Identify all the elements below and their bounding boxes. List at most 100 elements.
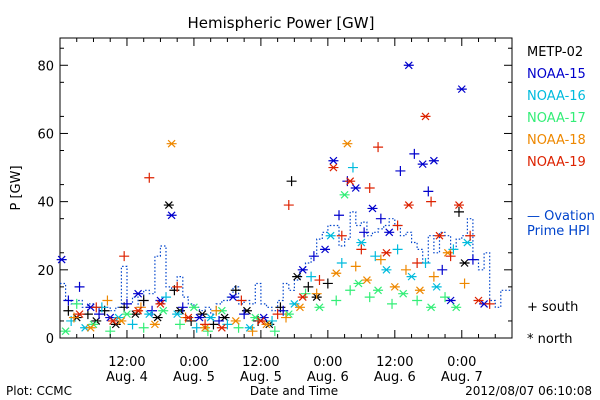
noaa-16-north-point xyxy=(172,310,183,319)
noaa-15-south-point xyxy=(467,254,478,265)
noaa-19-south-point xyxy=(412,258,423,268)
noaa-19-south-point xyxy=(356,244,367,255)
noaa-17-north-point xyxy=(398,289,409,298)
noaa-18-north-point xyxy=(230,317,241,325)
noaa-18-north-point xyxy=(442,248,453,257)
noaa-19-north-point xyxy=(345,177,356,186)
legend: METP-02 NOAA-15 NOAA-16 NOAA-17 NOAA-18 NOAA-… xyxy=(527,45,595,347)
noaa-19-south-point xyxy=(272,309,283,320)
noaa-15-north-point xyxy=(320,245,331,254)
noaa-16-north-point xyxy=(144,310,155,319)
noaa-15-north-point xyxy=(194,313,205,322)
noaa-17-north-point xyxy=(373,286,384,295)
noaa-18-north-point xyxy=(85,323,96,332)
noaa-18-south-point xyxy=(211,305,222,316)
noaa-16-south-point xyxy=(420,258,431,268)
metp-02-south-point xyxy=(138,295,149,306)
plot-frame xyxy=(59,37,513,339)
noaa-18-south-point xyxy=(102,295,113,306)
chart-title: Hemispheric Power [GW] xyxy=(188,14,375,32)
noaa-17-south-point xyxy=(364,292,375,303)
noaa-15-south-point xyxy=(437,264,448,275)
noaa-15-north-point xyxy=(297,265,308,274)
noaa-16-south-point xyxy=(191,322,202,333)
noaa-19-north-point xyxy=(216,323,227,332)
noaa-19-north-point xyxy=(328,163,339,172)
noaa-15-south-point xyxy=(278,305,289,316)
metp-02-north-point xyxy=(241,306,252,315)
y-tick-label: 60 xyxy=(37,127,54,142)
noaa-19-south-point xyxy=(236,295,247,306)
noaa-18-north-point xyxy=(294,303,305,312)
noaa-17-north-point xyxy=(426,303,437,312)
noaa-15-south-point xyxy=(409,148,420,159)
legend-metp-02: METP-02 xyxy=(527,45,583,60)
metp-02-south-point xyxy=(453,206,464,217)
metp-02-north-point xyxy=(459,259,470,267)
noaa-18-north-point xyxy=(331,269,342,278)
metp-02-north-point xyxy=(163,201,174,209)
noaa-19-north-point xyxy=(183,313,194,322)
legend-noaa-16: NOAA-16 xyxy=(527,89,586,104)
x-tick-date-label: Aug. 5 xyxy=(173,370,215,385)
legend-south-key: + south xyxy=(527,300,578,315)
y-axis: 0 20 40 60 80 xyxy=(37,47,512,347)
noaa-16-north-point xyxy=(431,282,442,291)
noaa-19-south-point xyxy=(172,281,183,292)
noaa-16-north-point xyxy=(244,323,255,332)
footer-timestamp: 2012/08/07 06:10:08 xyxy=(465,384,592,398)
noaa-17-south-point xyxy=(71,298,82,309)
noaa-19-south-point xyxy=(283,200,294,211)
noaa-15-north-point xyxy=(417,160,428,169)
x-tick-date-label: Aug. 7 xyxy=(441,370,483,385)
ovation-prime-line xyxy=(60,211,512,315)
noaa-17-south-point xyxy=(174,319,185,330)
noaa-18-north-point xyxy=(414,286,425,295)
noaa-19-north-point xyxy=(434,231,445,240)
noaa-15-south-point xyxy=(308,251,319,262)
noaa-17-north-point xyxy=(451,303,462,312)
metp-02-north-point xyxy=(292,272,303,281)
noaa-16-south-point xyxy=(336,258,347,268)
noaa-15-south-point xyxy=(359,227,370,238)
noaa-19-north-point xyxy=(74,310,85,319)
noaa-15-north-point xyxy=(367,204,378,213)
x-tick-date-label: Aug. 5 xyxy=(240,370,282,385)
noaa-15-south-point xyxy=(63,295,74,306)
ovation-step-path xyxy=(60,211,512,315)
noaa-18-south-point xyxy=(428,271,439,282)
noaa-19-north-point xyxy=(108,317,119,325)
noaa-19-south-point xyxy=(314,275,325,286)
legend-noaa-19: NOAA-19 xyxy=(527,155,586,170)
noaa-15-north-point xyxy=(403,61,414,70)
x-tick-date-label: Aug. 4 xyxy=(106,370,148,385)
noaa-15-north-point xyxy=(428,156,439,165)
noaa-17-north-point xyxy=(283,310,294,319)
noaa-15-south-point xyxy=(395,165,406,176)
noaa-17-south-point xyxy=(440,292,451,303)
noaa-16-south-point xyxy=(347,162,358,173)
noaa-17-south-point xyxy=(345,285,356,296)
noaa-15-south-point xyxy=(334,210,345,221)
noaa-19-south-point xyxy=(465,230,476,241)
noaa-15-south-point xyxy=(94,309,105,320)
noaa-19-north-point xyxy=(453,201,464,209)
noaa-15-south-point xyxy=(74,281,85,292)
noaa-18-south-point xyxy=(375,254,386,265)
noaa-18-south-point xyxy=(459,278,470,289)
noaa-19-north-point xyxy=(420,112,431,121)
noaa-19-south-point xyxy=(426,196,437,207)
noaa-16-south-point xyxy=(222,319,233,330)
metp-02-south-point xyxy=(303,281,314,292)
noaa-15-south-point xyxy=(375,213,386,224)
noaa-17-south-point xyxy=(138,322,149,333)
noaa-19-north-point xyxy=(297,293,308,302)
noaa-15-north-point xyxy=(445,296,456,305)
x-tick-date-label: Aug. 6 xyxy=(374,370,416,385)
noaa-17-south-point xyxy=(331,295,342,306)
noaa-19-north-point xyxy=(473,296,484,305)
noaa-15-north-point xyxy=(350,184,361,192)
footer-plot-credit: Plot: CCMC xyxy=(6,384,72,398)
legend-noaa-18: NOAA-18 xyxy=(527,133,586,148)
